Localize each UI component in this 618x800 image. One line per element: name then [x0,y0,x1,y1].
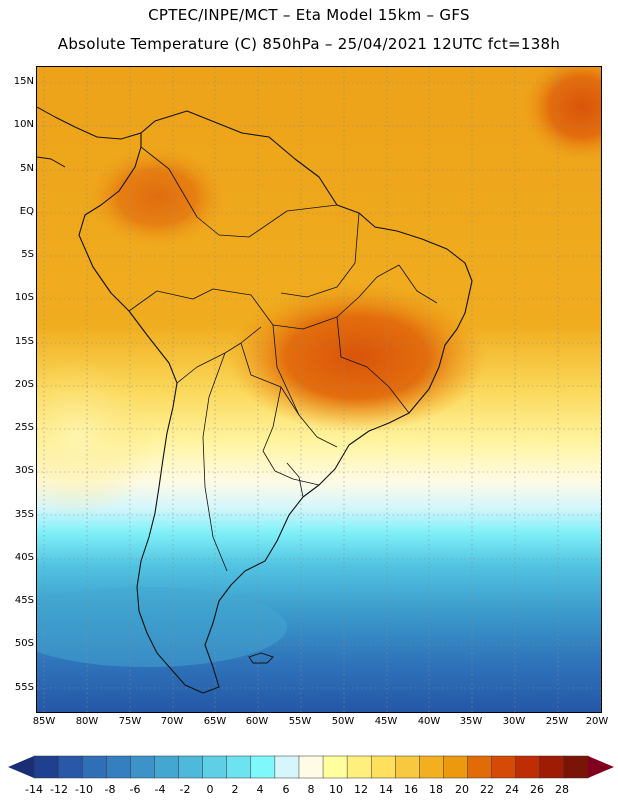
colorbar-label: -10 [75,783,93,796]
colorbar-swatch [395,755,420,779]
colorbar-high-arrow [588,756,614,778]
lon-label: 30W [502,716,526,727]
colorbar-label: -2 [179,783,191,796]
lat-label: 20S [14,379,34,390]
south-america-coastline [78,110,473,694]
lon-label: 85W [32,716,56,727]
lat-label: 5S [21,249,34,260]
colorbar-swatch [491,755,517,779]
map-canvas [37,67,601,712]
lat-label: 15S [14,336,34,347]
lon-label: 70W [160,716,184,727]
lon-label: 25W [545,716,569,727]
lon-label: 60W [245,716,269,727]
colorbar-swatch [274,755,300,779]
colorbar-label: -4 [154,783,166,796]
lat-label: 5N [20,163,34,174]
colorbar-label: 20 [455,783,469,796]
colorbar-swatch [443,755,469,779]
lon-label: 50W [331,716,355,727]
colorbar-label: 12 [354,783,368,796]
colorbar-swatch [298,755,324,779]
lon-label: 55W [288,716,312,727]
lat-label: 30S [14,465,34,476]
colorbar-label: -14 [25,783,43,796]
colorbar-label: 26 [530,783,544,796]
colorbar-low-arrow [8,756,34,778]
colorbar-label: 4 [256,783,264,796]
colorbar-swatch [250,755,276,779]
falkland-islands [248,652,274,664]
lat-label: 10N [13,119,34,130]
lon-label: 45W [374,716,398,727]
lat-label: 50S [14,638,34,649]
lon-label: 35W [459,716,483,727]
lat-label: 15N [13,76,34,87]
colorbar-swatch [370,755,396,779]
colorbar-label: -6 [129,783,141,796]
colorbar-swatch [57,755,83,779]
lon-label: 80W [75,716,99,727]
lon-label: 40W [417,716,441,727]
lat-label: 35S [14,509,34,520]
colorbar-swatch [81,755,107,779]
warm-core-north [87,147,227,247]
cold-tongue-south [37,587,287,667]
colorbar-label: 2 [231,783,239,796]
colorbar-swatch [178,755,204,779]
colorbar-label: 28 [555,783,569,796]
colorbar-swatch [33,755,59,779]
colorbar-swatch [467,755,493,779]
lat-label: 25S [14,422,34,433]
colorbar-swatch [154,755,180,779]
colorbar-swatch [106,755,131,779]
colorbar-label: 16 [404,783,418,796]
colorbar [8,755,614,779]
lat-label: 40S [14,552,34,563]
cool-band-pacific [37,357,157,517]
colorbar-label: 24 [505,783,519,796]
lat-label: 10S [14,292,34,303]
warm-core-atlantic [522,67,601,162]
colorbar-label: 14 [379,783,393,796]
colorbar-label: 6 [282,783,290,796]
colorbar-label: 22 [480,783,494,796]
lon-label: 75W [118,716,142,727]
lon-label: 20W [585,716,609,727]
colorbar-swatch [563,755,589,779]
colorbar-swatch [202,755,228,779]
colorbar-label: 10 [329,783,343,796]
title-line-1: CPTEC/INPE/MCT – Eta Model 15km – GFS [148,6,470,24]
colorbar-swatch [539,755,565,779]
warm-core-central-brazil [227,282,487,432]
colorbar-label: 0 [206,783,214,796]
lat-label: 45S [14,595,34,606]
lat-label: 55S [14,682,34,693]
lon-label: 65W [203,716,227,727]
temperature-map [36,66,602,713]
country-borders [128,146,438,572]
lat-label: EQ [19,206,34,217]
colorbar-label: -12 [50,783,68,796]
colorbar-swatch [419,755,445,779]
title-line-2: Absolute Temperature (C) 850hPa – 25/04/… [57,35,561,53]
colorbar-label: -8 [104,783,116,796]
colorbar-swatch [346,755,372,779]
colorbar-label: 8 [307,783,315,796]
colorbar-swatch [130,755,155,779]
colorbar-swatch [322,755,348,779]
central-america-coastline [37,106,142,168]
colorbar-label: 18 [429,783,443,796]
colorbar-swatch [226,755,252,779]
colorbar-swatch [515,755,541,779]
